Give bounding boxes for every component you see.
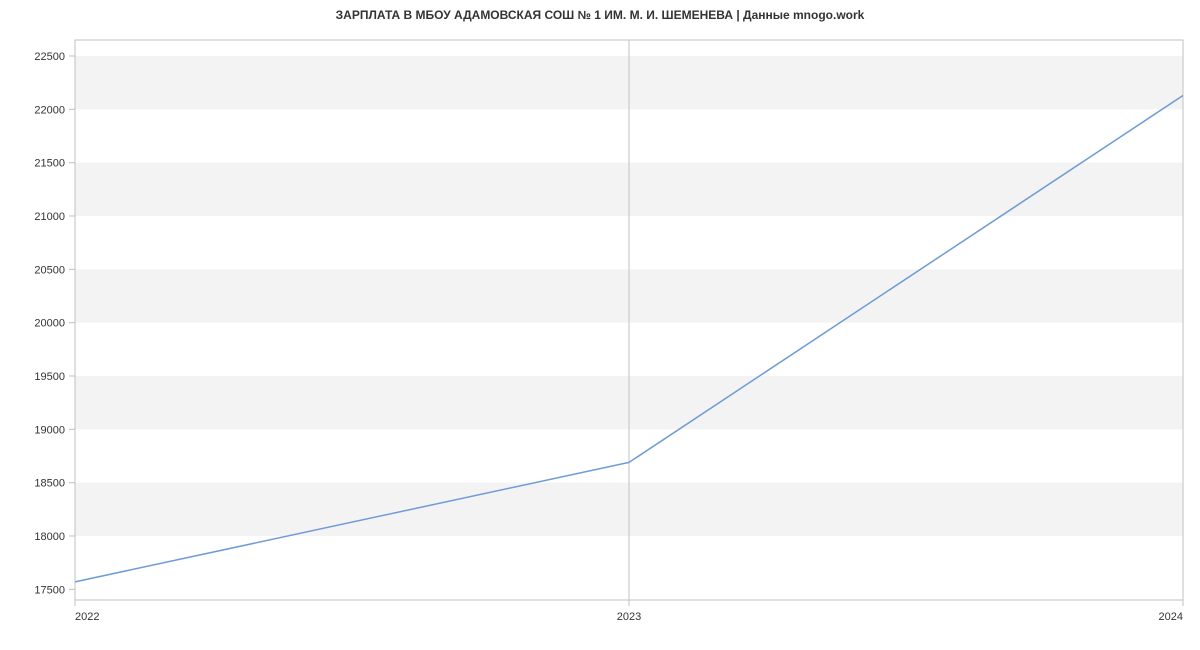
y-tick-label: 20500 xyxy=(34,264,65,276)
y-tick-label: 21500 xyxy=(34,158,65,170)
y-tick-label: 18500 xyxy=(34,478,65,490)
y-tick-label: 19500 xyxy=(34,371,65,383)
y-tick-label: 17500 xyxy=(34,584,65,596)
y-tick-label: 22500 xyxy=(34,51,65,63)
x-tick-label: 2023 xyxy=(617,611,641,623)
x-tick-label: 2024 xyxy=(1159,611,1183,623)
y-tick-label: 21000 xyxy=(34,211,65,223)
y-tick-label: 20000 xyxy=(34,318,65,330)
chart-svg: 17500 18000 18500 19000 19500 20000 20500 21000… xyxy=(0,0,1200,650)
y-tick-label: 22000 xyxy=(34,104,65,116)
y-tick-label: 18000 xyxy=(34,531,65,543)
x-tick-label: 2022 xyxy=(75,611,99,623)
y-tick-label: 19000 xyxy=(34,424,65,436)
line-chart: ЗАРПЛАТА В МБОУ АДАМОВСКАЯ СОШ № 1 ИМ. М… xyxy=(0,0,1200,650)
